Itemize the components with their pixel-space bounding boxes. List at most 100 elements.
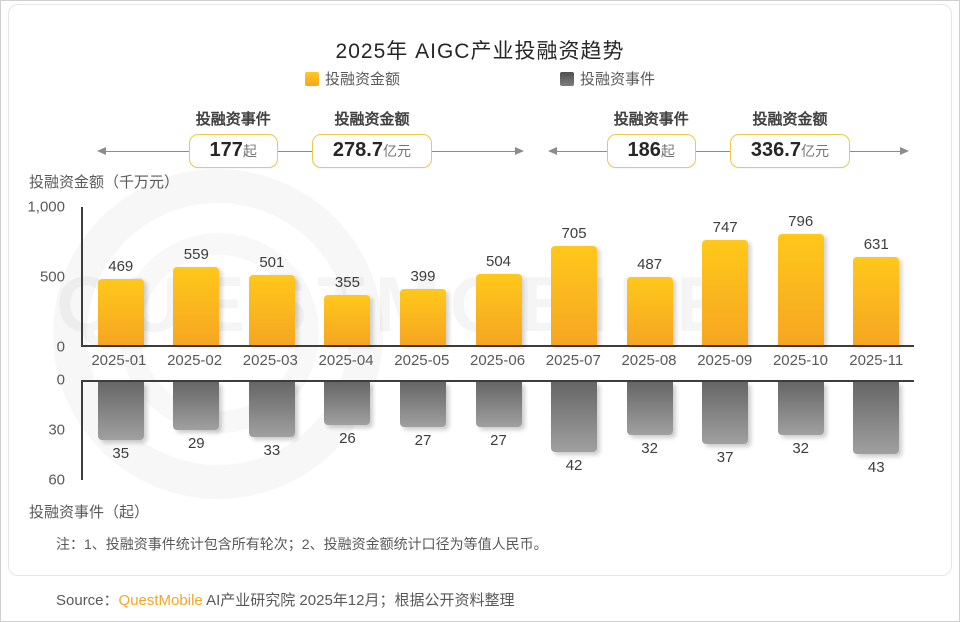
events-value-label: 29 [187,435,205,452]
events-bar-slot: 27 [461,382,537,480]
events-bar-slot: 29 [159,382,235,480]
source-brand: QuestMobile [118,592,203,609]
events-bar [399,382,446,427]
month-tick-label: 2025-09 [697,352,753,369]
legend-amount-label: 投融资金额 [324,71,400,88]
callout-h1-events-box: 177起 [188,134,278,168]
callout-h2-amount-label: 投融资金额 [752,111,828,128]
month-tick-label: 2025-08 [621,352,677,369]
amount-value-label: 399 [410,268,436,285]
events-bar-slot: 26 [310,382,386,480]
amount-bar-slot: 559 [159,207,235,345]
callout-h2-events-unit: 起 [660,143,675,159]
callout-h1-events-unit: 起 [242,143,257,159]
amount-ytick: 0 [56,338,65,356]
amount-bar [399,289,446,345]
amount-bar [475,274,522,345]
arrow-line [106,150,189,152]
callout-h2-events-box: 186起 [606,134,696,168]
source-rest: AI产业研究院 2025年12月；根据公开资料整理 [202,592,515,609]
arrow-line [695,150,730,152]
events-bar [248,382,295,437]
events-bar-slot: 35 [83,382,159,480]
events-bar-slot: 37 [687,382,763,480]
amount-ytick: 500 [39,268,65,286]
watermark-text: QUESTMOBILE [56,259,926,350]
page-title: 2025年 AIGC产业投融资趋势 [335,40,625,63]
events-value-label: 37 [716,449,734,466]
amount-bar-slot: 501 [234,207,310,345]
callout-h2-amount-value: 336.7 [750,139,801,161]
amount-bar-slot: 747 [687,207,763,345]
amount-value-label: 631 [863,236,889,253]
callout-h1-events-label: 投融资事件 [195,111,271,128]
events-bar [853,382,900,454]
amount-bar-slot: 399 [385,207,461,345]
callout-group-h2: 投融资事件 186起 投融资金额 336.7亿元 [547,111,909,168]
amount-bar-slot: 504 [461,207,537,345]
arrow-left-icon [97,147,106,155]
callout-h1-events-value: 177 [209,139,243,161]
amount-bar [173,267,220,345]
arrow-left-icon [547,147,557,155]
amount-value-label: 487 [637,256,663,273]
month-tick-label: 2025-10 [772,352,828,369]
events-bar [324,382,371,425]
footnote: 注：1、投融资事件统计包含所有轮次；2、投融资金额统计口径为等值人民币。 [56,536,548,552]
callout-h2-events-value: 186 [627,139,661,161]
events-bar [475,382,522,427]
events-ytick: 0 [56,371,65,389]
month-tick-label: 2025-04 [318,352,374,369]
callout-h1-amount-unit: 亿元 [382,143,411,159]
events-bar [626,382,673,435]
callout-group-h1: 投融资事件 177起 投融资金额 278.7亿元 [97,111,524,168]
amount-legend-swatch-icon [304,71,319,86]
amount-bar-slot: 705 [536,207,612,345]
events-bar [173,382,220,430]
events-value-label: 33 [263,442,281,459]
legend: 投融资金额 投融资事件 [1,68,959,89]
callout-h2-amount-unit: 亿元 [800,143,829,159]
month-tick-label: 2025-07 [545,352,601,369]
source-line: Source：QuestMobile AI产业研究院 2025年12月；根据公开… [56,589,515,610]
callout-h2-amount: 投融资金额 336.7亿元 [729,111,850,168]
events-value-label: 27 [490,432,507,449]
events-value-label: 26 [339,430,356,447]
amount-value-label: 469 [108,258,134,275]
events-bar [777,382,824,435]
amount-value-label: 705 [561,225,587,242]
amount-bar-slot: 487 [612,207,688,345]
events-bar-plot: 35 29 33 26 27 27 42 32 37 32 43 [81,380,914,480]
x-axis-month-labels: 2025-01 2025-02 2025-03 2025-04 2025-05 2025-… [81,352,914,369]
arrow-right-icon [514,147,524,155]
amount-value-label: 504 [485,253,512,270]
month-tick-label: 2025-06 [470,352,526,369]
month-tick-label: 2025-11 [849,352,904,369]
events-bar-slot: 27 [385,382,461,480]
events-value-label: 42 [565,457,583,474]
callout-h1-amount-value: 278.7 [332,139,383,161]
amount-bar [626,277,673,345]
events-bar [551,382,598,452]
callout-h2-events: 投融资事件 186起 [606,111,696,168]
amount-bar-slot: 469 [83,207,159,345]
amount-bar-slot: 355 [310,207,386,345]
amount-value-label: 796 [788,213,814,230]
amount-bar [777,234,824,345]
events-value-label: 32 [792,440,810,457]
amount-value-label: 501 [259,254,285,271]
events-bar-slot: 33 [234,382,310,480]
legend-events-label: 投融资事件 [580,71,656,88]
legend-item-amount: 投融资金额 [304,68,400,89]
events-legend-swatch-icon [560,71,574,86]
month-tick-label: 2025-02 [167,352,223,369]
callout-h1-events: 投融资事件 177起 [188,111,278,168]
amount-bar [97,279,144,345]
amount-ytick: 1,000 [27,198,65,216]
month-tick-label: 2025-01 [91,352,147,369]
amount-bar [551,246,598,345]
arrow-line [556,150,607,152]
callout-h1-amount-box: 278.7亿元 [311,134,432,168]
amount-value-label: 355 [334,274,360,291]
